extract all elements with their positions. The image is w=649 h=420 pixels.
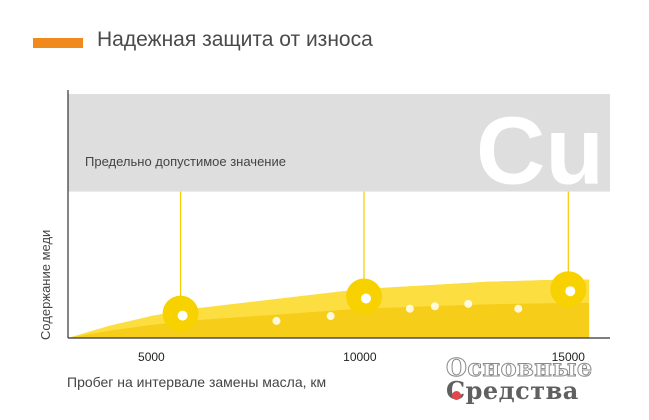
bubble-0 — [272, 316, 281, 325]
chart-title: Надежная защита от износа — [97, 28, 373, 51]
limit-band — [68, 94, 610, 192]
watermark-line2: Средства — [446, 376, 579, 405]
x-tick-label: 15000 — [551, 350, 585, 364]
x-tick-label: 10000 — [343, 350, 377, 364]
marker-highlight-0 — [177, 310, 188, 321]
limit-band-label: Предельно допустимое значение — [85, 154, 286, 169]
x-tick-label: 5000 — [138, 350, 165, 364]
element-symbol: Cu — [476, 98, 604, 205]
bubble-2 — [405, 304, 414, 313]
bubble-4 — [514, 304, 523, 313]
x-axis-label: Пробег на интервале замены масла, км — [67, 374, 327, 390]
y-axis-label: Содержание меди — [38, 229, 53, 340]
title-accent-bar — [33, 38, 83, 48]
bubble-3 — [464, 299, 473, 308]
watermark-dot-icon — [452, 391, 461, 400]
marker-highlight-2 — [565, 286, 576, 297]
marker-highlight-1 — [361, 293, 372, 304]
bubble-1 — [326, 312, 335, 321]
watermark-line1: Основные — [446, 353, 593, 383]
bubble-5 — [430, 302, 439, 311]
copper-area-highlight — [68, 279, 590, 338]
